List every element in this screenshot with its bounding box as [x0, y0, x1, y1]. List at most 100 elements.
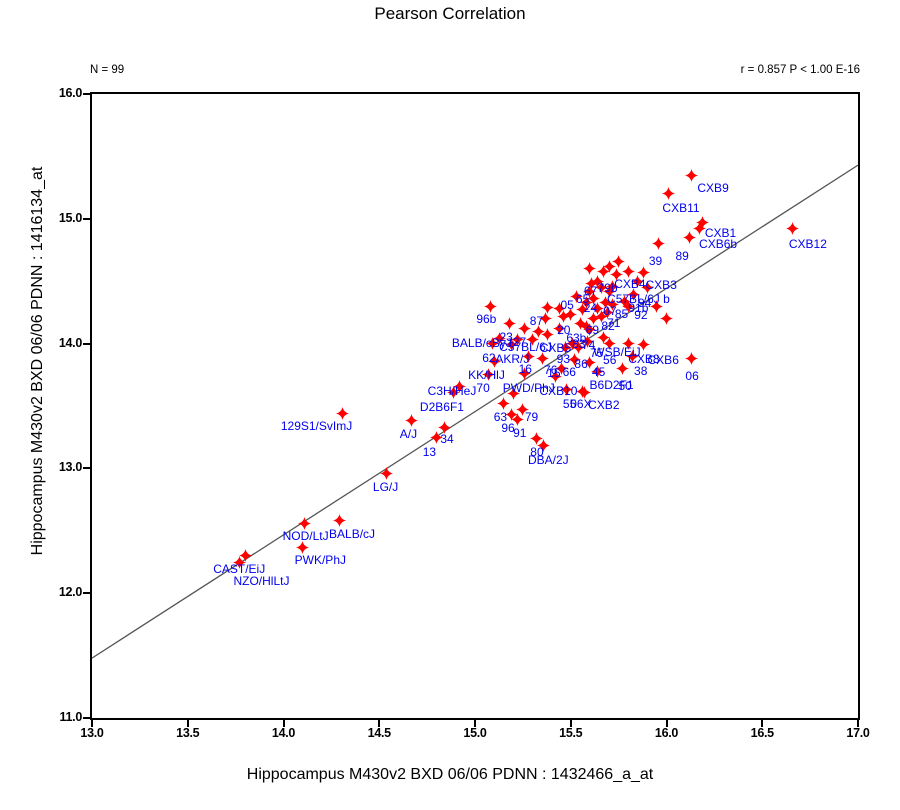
scatter-point[interactable]	[610, 268, 624, 282]
scatter-point[interactable]	[579, 319, 593, 333]
scatter-point[interactable]	[627, 288, 641, 302]
scatter-point[interactable]	[612, 254, 626, 268]
scatter-point[interactable]	[575, 303, 589, 317]
scatter-point[interactable]	[591, 302, 605, 316]
scatter-point[interactable]	[554, 362, 568, 376]
scatter-point[interactable]	[591, 364, 605, 378]
scatter-point[interactable]	[430, 430, 444, 444]
scatter-point[interactable]	[606, 279, 620, 293]
scatter-point[interactable]	[332, 514, 346, 528]
scatter-point[interactable]	[493, 332, 507, 346]
scatter-point[interactable]	[522, 349, 536, 363]
scatter-point[interactable]	[566, 337, 580, 351]
y-tick-mark	[83, 592, 90, 595]
scatter-point[interactable]	[583, 262, 597, 276]
scatter-point[interactable]	[583, 355, 597, 369]
scatter-point[interactable]	[581, 334, 595, 348]
scatter-point[interactable]	[485, 337, 499, 351]
scatter-point[interactable]	[591, 274, 605, 288]
scatter-point[interactable]	[504, 408, 518, 422]
scatter-point[interactable]	[660, 312, 673, 326]
scatter-point[interactable]	[548, 369, 562, 383]
scatter-point[interactable]	[568, 353, 582, 367]
scatter-point[interactable]	[380, 466, 394, 480]
scatter-point[interactable]	[600, 305, 614, 319]
scatter-point[interactable]	[558, 340, 572, 354]
scatter-point[interactable]	[625, 349, 639, 363]
scatter-point[interactable]	[569, 289, 583, 303]
scatter-point[interactable]	[615, 362, 629, 376]
scatter-point[interactable]	[652, 237, 666, 251]
scatter-point[interactable]	[541, 300, 555, 314]
scatter-point[interactable]	[684, 168, 698, 182]
scatter-point[interactable]	[504, 338, 518, 352]
scatter-point[interactable]	[621, 337, 635, 351]
scatter-point[interactable]	[497, 397, 511, 410]
scatter-point[interactable]	[596, 264, 610, 278]
scatter-point[interactable]	[631, 274, 645, 288]
scatter-point[interactable]	[510, 333, 524, 347]
scatter-point[interactable]	[336, 406, 350, 420]
scatter-point[interactable]	[583, 323, 597, 337]
x-tick-mark	[569, 720, 572, 727]
scatter-point[interactable]	[621, 299, 635, 313]
scatter-point[interactable]	[232, 555, 246, 569]
scatter-point[interactable]	[447, 385, 461, 399]
scatter-point[interactable]	[786, 222, 800, 236]
scatter-point[interactable]	[682, 231, 696, 245]
scatter-point[interactable]	[487, 354, 501, 368]
scatter-point[interactable]	[587, 292, 601, 306]
scatter-point[interactable]	[481, 368, 495, 382]
scatter-point[interactable]	[684, 352, 698, 366]
scatter-point[interactable]	[516, 403, 530, 417]
scatter-point[interactable]	[621, 264, 635, 278]
scatter-point[interactable]	[602, 259, 616, 273]
scatter-point[interactable]	[594, 280, 608, 294]
scatter-point[interactable]	[579, 295, 593, 309]
scatter-point[interactable]	[575, 384, 589, 398]
scatter-point[interactable]	[298, 516, 312, 530]
scatter-point[interactable]	[453, 379, 467, 393]
scatter-point[interactable]	[594, 309, 608, 323]
scatter-point[interactable]	[437, 420, 451, 434]
scatter-point[interactable]	[506, 387, 520, 401]
scatter-point[interactable]	[518, 367, 532, 381]
scatter-point[interactable]	[598, 295, 612, 309]
scatter-point[interactable]	[640, 280, 654, 294]
scatter-point[interactable]	[529, 431, 543, 445]
scatter-point[interactable]	[535, 352, 549, 366]
scatter-point[interactable]	[637, 265, 651, 279]
scatter-point[interactable]	[661, 187, 675, 201]
scatter-point[interactable]	[637, 338, 651, 352]
scatter-point[interactable]	[296, 540, 310, 554]
scatter-point[interactable]	[537, 439, 551, 453]
scatter-point[interactable]	[510, 413, 524, 427]
scatter-point[interactable]	[525, 333, 539, 347]
scatter-point[interactable]	[602, 284, 616, 298]
scatter-point[interactable]	[587, 312, 601, 326]
scatter-point[interactable]	[606, 298, 620, 312]
scatter-point[interactable]	[238, 549, 252, 563]
scatter-point[interactable]	[552, 302, 566, 316]
scatter-point[interactable]	[531, 324, 545, 338]
scatter-point[interactable]	[518, 322, 532, 336]
scatter-point[interactable]	[552, 322, 566, 336]
scatter-point[interactable]	[571, 340, 585, 354]
scatter-point[interactable]	[556, 309, 570, 323]
scatter-point[interactable]	[539, 312, 553, 326]
scatter-point[interactable]	[602, 337, 616, 351]
scatter-point[interactable]	[560, 383, 574, 397]
scatter-point[interactable]	[596, 330, 610, 344]
scatter-point[interactable]	[692, 222, 706, 236]
scatter-point[interactable]	[564, 308, 578, 322]
scatter-point[interactable]	[573, 317, 587, 331]
scatter-point[interactable]	[483, 299, 497, 313]
scatter-point[interactable]	[585, 277, 599, 291]
scatter-point[interactable]	[583, 284, 597, 298]
scatter-point[interactable]	[696, 216, 710, 230]
scatter-point[interactable]	[541, 328, 555, 342]
scatter-point[interactable]	[650, 299, 664, 313]
scatter-point[interactable]	[502, 317, 516, 331]
scatter-point[interactable]	[617, 294, 631, 308]
scatter-point[interactable]	[405, 414, 419, 428]
